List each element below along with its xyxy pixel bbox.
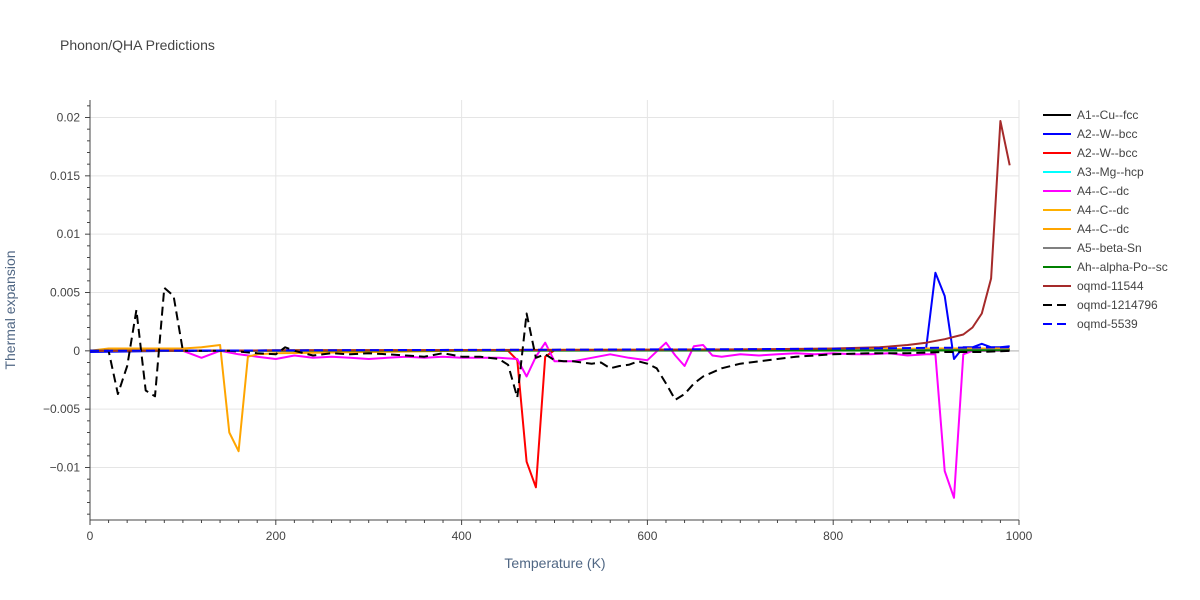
x-axis-title: Temperature (K) [504, 555, 605, 571]
x-tick-label: 400 [452, 529, 472, 543]
y-tick-label: 0 [73, 344, 80, 358]
plot-area [90, 120, 1011, 499]
legend-label: Ah--alpha-Po--sc [1077, 260, 1168, 274]
y-tick-label: −0.005 [43, 402, 80, 416]
x-tick-label: 0 [87, 529, 94, 543]
y-tick-label: −0.01 [50, 461, 81, 475]
axes: 0 200 400 600 800 1000 −0.01 −0.005 0 0.005 0.01 0.… [43, 100, 1033, 543]
series-line-11 [90, 346, 1010, 352]
x-tick-label: 800 [823, 529, 843, 543]
legend-label: oqmd-1214796 [1077, 298, 1158, 312]
legend-label: A5--beta-Sn [1077, 241, 1142, 255]
y-tick-label: 0.01 [57, 227, 81, 241]
y-tick-label: 0.02 [57, 111, 81, 125]
legend-label: A3--Mg--hcp [1077, 165, 1144, 179]
legend[interactable]: A1--Cu--fcc A2--W--bcc A2--W--bcc A3--Mg--h… [1043, 108, 1168, 331]
legend-item[interactable]: A4--C--dc [1043, 203, 1129, 217]
legend-label: A4--C--dc [1077, 222, 1129, 236]
legend-label: A2--W--bcc [1077, 146, 1137, 160]
legend-item[interactable]: A2--W--bcc [1043, 127, 1137, 141]
legend-label: A4--C--dc [1077, 203, 1129, 217]
legend-item[interactable]: oqmd-5539 [1043, 317, 1138, 331]
legend-label: oqmd-5539 [1077, 317, 1138, 331]
legend-item[interactable]: Ah--alpha-Po--sc [1043, 260, 1168, 274]
y-tick-label: 0.015 [50, 169, 80, 183]
legend-item[interactable]: oqmd-11544 [1043, 279, 1144, 293]
legend-label: A2--W--bcc [1077, 127, 1137, 141]
series-line-10 [90, 286, 1010, 401]
y-axis-title: Thermal expansion [2, 250, 18, 369]
x-tick-label: 1000 [1006, 529, 1033, 543]
chart-title: Phonon/QHA Predictions [60, 37, 215, 53]
legend-item[interactable]: A4--C--dc [1043, 184, 1129, 198]
legend-item[interactable]: A5--beta-Sn [1043, 241, 1142, 255]
legend-item[interactable]: A3--Mg--hcp [1043, 165, 1144, 179]
y-tick-label: 0.005 [50, 286, 80, 300]
legend-label: oqmd-11544 [1077, 279, 1144, 293]
x-tick-label: 200 [266, 529, 286, 543]
legend-item[interactable]: oqmd-1214796 [1043, 298, 1158, 312]
legend-label: A4--C--dc [1077, 184, 1129, 198]
legend-item[interactable]: A2--W--bcc [1043, 146, 1137, 160]
series-lines [90, 120, 1011, 499]
x-tick-label: 600 [637, 529, 657, 543]
legend-item[interactable]: A1--Cu--fcc [1043, 108, 1138, 122]
series-line-4 [90, 341, 1010, 499]
grid-lines [90, 100, 1020, 520]
legend-label: A1--Cu--fcc [1077, 108, 1138, 122]
legend-item[interactable]: A4--C--dc [1043, 222, 1129, 236]
